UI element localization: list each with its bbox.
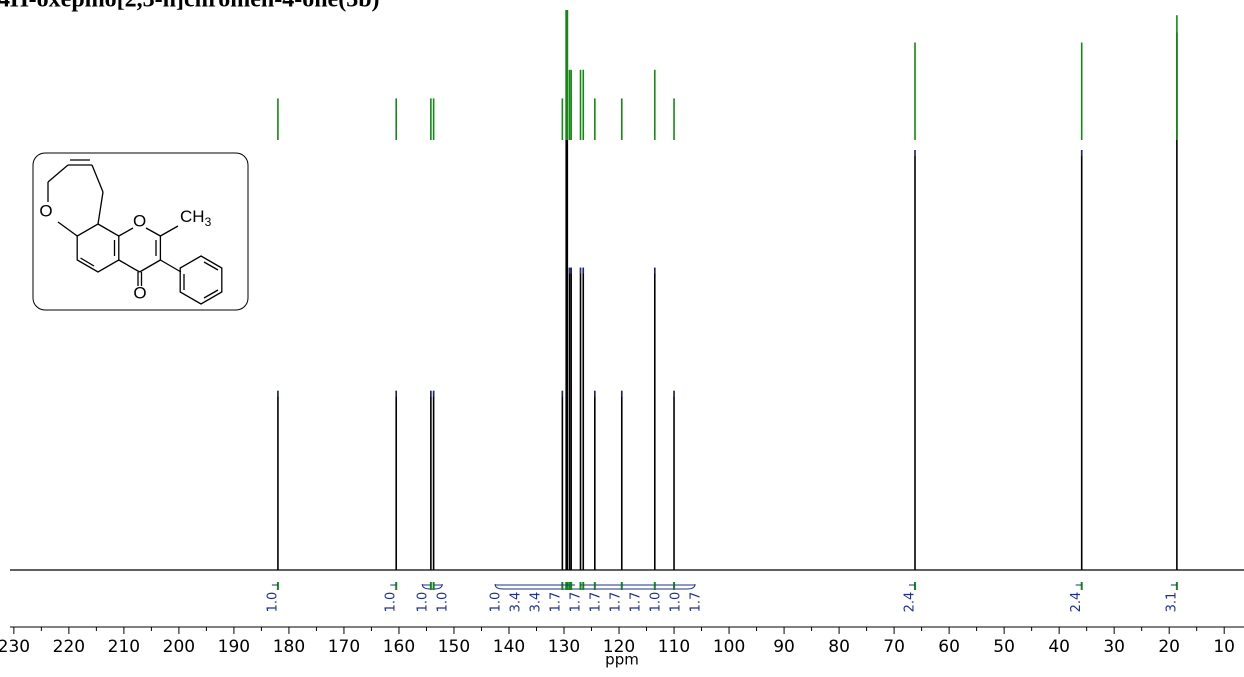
integral-bracket: [421, 583, 443, 590]
x-tick-label: 230: [0, 637, 30, 657]
integral-label: 3.4: [509, 592, 524, 613]
atom-subscript: 3: [205, 215, 212, 229]
atom-label: O: [133, 211, 146, 230]
integral-label: 1.7: [549, 592, 564, 613]
integral-label: 1.7: [609, 592, 624, 613]
integral-label: 1.0: [265, 592, 280, 613]
integral-label: 3.1: [1164, 592, 1179, 613]
x-tick-label: 10: [1213, 637, 1235, 657]
integral-label: 1.7: [569, 592, 584, 613]
atom-label: O: [133, 283, 146, 302]
x-tick-label: 20: [1158, 637, 1180, 657]
structure-box: [32, 152, 249, 311]
integral-label: 1.0: [489, 592, 504, 613]
x-tick-label: 220: [53, 637, 85, 657]
integral-label: 3.4: [529, 592, 544, 613]
x-tick-label: 80: [828, 637, 850, 657]
x-tick-label: 90: [773, 637, 795, 657]
x-tick-label: 70: [883, 637, 905, 657]
x-tick-label: 120: [603, 637, 635, 657]
x-tick-label: 30: [1103, 637, 1125, 657]
x-tick-label: 100: [713, 637, 745, 657]
x-tick-label: 40: [1048, 637, 1070, 657]
integral-label: 1.7: [689, 592, 704, 613]
x-tick-label: 180: [273, 637, 305, 657]
x-tick-label: 210: [108, 637, 140, 657]
atom-label: CH: [180, 207, 205, 226]
integral-label: 2.4: [903, 592, 918, 613]
x-axis-label: ppm: [605, 651, 639, 669]
structure-bonds: [47, 159, 223, 305]
x-tick-label: 170: [328, 637, 360, 657]
integral-label: 1.0: [384, 592, 399, 613]
integral-label: 2.4: [1069, 592, 1084, 613]
atom-label: O: [39, 201, 52, 220]
x-tick-label: 200: [163, 637, 195, 657]
atom-label: CH3: [180, 207, 212, 229]
integral-label: 1.7: [589, 592, 604, 613]
x-tick-label: 60: [938, 637, 960, 657]
x-tick-label: 150: [438, 637, 470, 657]
x-tick-label: 50: [993, 637, 1015, 657]
integral-label: 1.0: [436, 592, 451, 613]
integral-label: 1.0: [649, 592, 664, 613]
integral-label: 1.0: [669, 592, 684, 613]
x-tick-label: 130: [548, 637, 580, 657]
x-tick-label: 190: [218, 637, 250, 657]
chart-title: 4H-oxepino[2,3-h]chromen-4-one(3b): [0, 0, 380, 13]
integral-label: 1.7: [629, 592, 644, 613]
x-tick-label: 160: [383, 637, 415, 657]
x-tick-label: 140: [493, 637, 525, 657]
integral-label: 1.0: [416, 592, 431, 613]
structure: O O O CH3: [32, 152, 249, 311]
x-tick-label: 110: [658, 637, 690, 657]
